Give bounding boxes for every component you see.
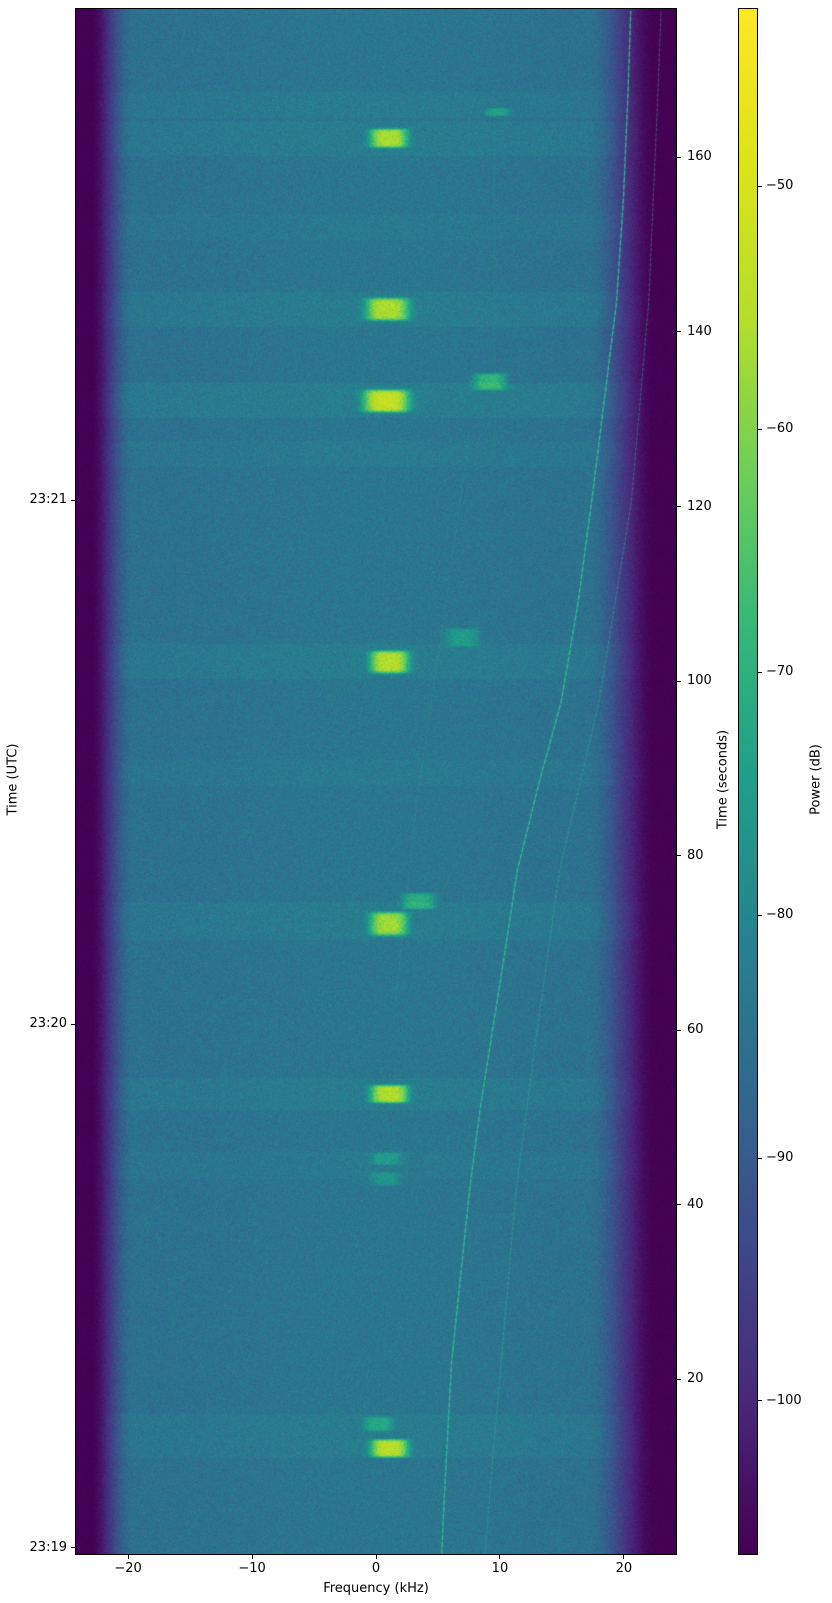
colorbar-gradient [739,9,757,1554]
x-tick [375,1555,377,1559]
utc-tick-label: 23:20 [29,1016,67,1032]
utc-tick-label: 23:19 [29,1539,67,1555]
colorbar-tick-label: −70 [766,664,794,680]
seconds-tick [677,680,681,682]
seconds-tick [677,1029,681,1031]
colorbar [738,8,758,1555]
x-tick-label: 0 [371,1561,381,1576]
seconds-tick-label: 140 [687,323,712,339]
right-y-axis-title: Time (seconds) [715,729,731,830]
seconds-tick [677,855,681,857]
seconds-tick-label: 80 [687,847,704,863]
x-tick-label: −10 [238,1561,266,1576]
colorbar-tick [758,671,762,673]
seconds-tick-label: 100 [687,673,712,689]
colorbar-title: Power (dB) [808,744,824,815]
seconds-tick-label: 160 [687,149,712,165]
seconds-tick [677,1204,681,1206]
x-tick-label: 10 [491,1561,509,1576]
plot-area [75,8,677,1555]
colorbar-tick [758,1157,762,1159]
x-axis-title: Frequency (kHz) [323,1581,429,1596]
left-y-axis-title: Time (UTC) [5,743,21,816]
colorbar-tick [758,428,762,430]
seconds-tick [677,156,681,158]
colorbar-tick-label: −50 [766,178,794,194]
utc-tick-label: 23:21 [29,492,67,508]
x-tick [127,1555,129,1559]
x-tick-label: 20 [615,1561,633,1576]
colorbar-tick-label: −90 [766,1150,794,1166]
colorbar-tick-label: −80 [766,907,794,923]
seconds-tick-label: 40 [687,1196,704,1212]
colorbar-tick [758,914,762,916]
utc-tick [71,1023,75,1025]
colorbar-tick [758,185,762,187]
seconds-tick [677,1378,681,1380]
seconds-tick [677,506,681,508]
spectrogram-canvas [76,9,676,1554]
utc-tick [71,499,75,501]
colorbar-tick-label: −100 [766,1392,802,1408]
x-tick [623,1555,625,1559]
seconds-tick-label: 120 [687,498,712,514]
colorbar-tick-label: −60 [766,421,794,437]
colorbar-tick [758,1400,762,1402]
seconds-tick [677,331,681,333]
x-tick [251,1555,253,1559]
seconds-tick-label: 20 [687,1371,704,1387]
utc-tick [71,1547,75,1549]
seconds-tick-label: 60 [687,1022,704,1038]
x-tick-label: −20 [114,1561,142,1576]
x-tick [499,1555,501,1559]
